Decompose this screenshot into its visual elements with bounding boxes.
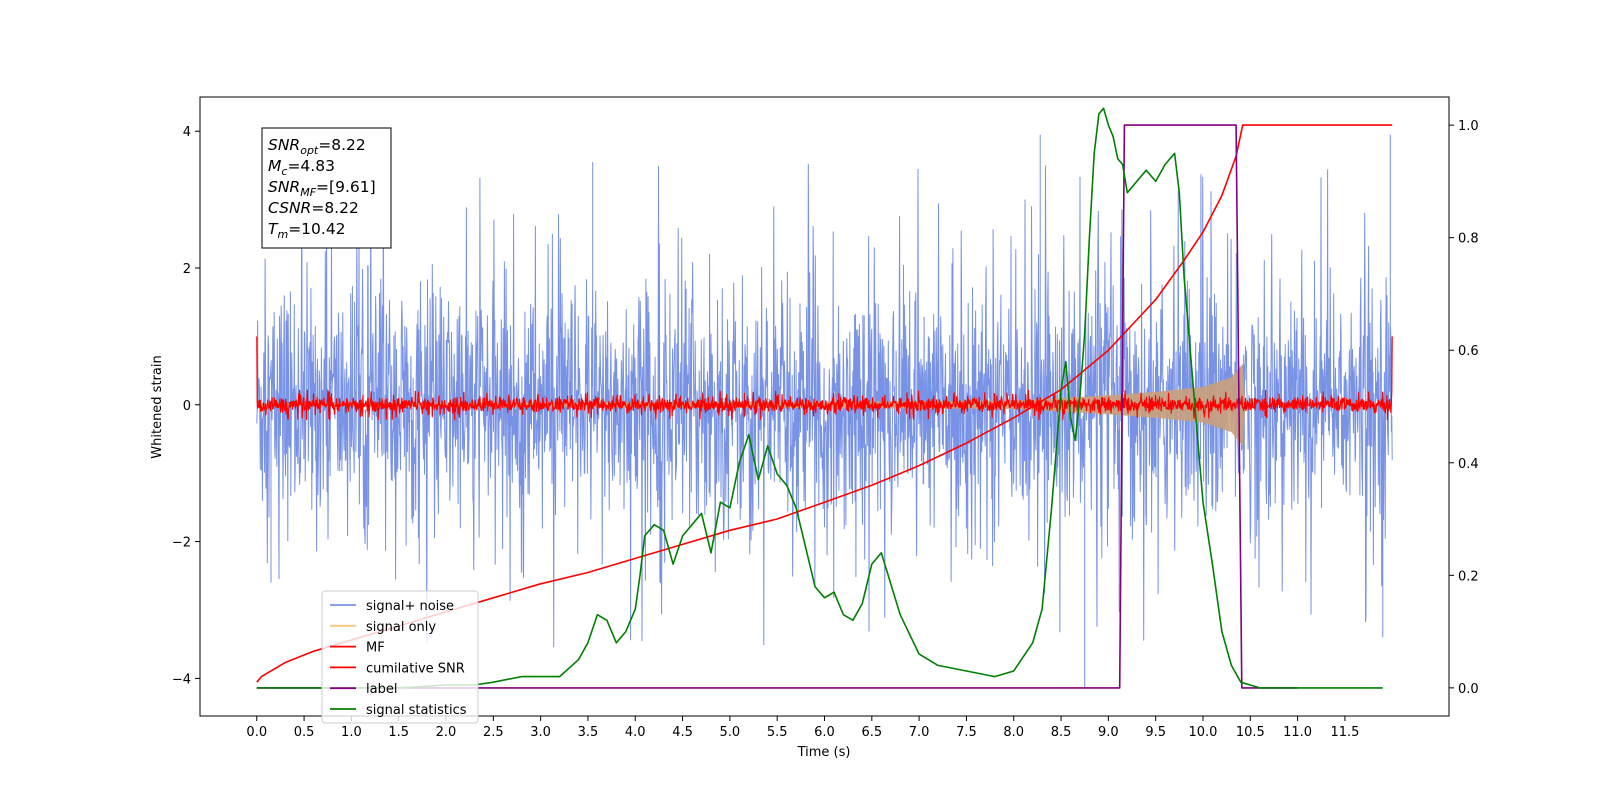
annotation-line: SNRMF=[9.61] (268, 178, 376, 199)
x-tick-label: 8.0 (1003, 725, 1024, 740)
x-tick-label: 4.5 (672, 725, 693, 740)
right-axis-ticks: 0.0 0.2 0.4 0.6 0.8 1.0 (1449, 119, 1479, 697)
x-tick-label: 0.0 (246, 725, 267, 740)
x-tick-label: 10.0 (1189, 725, 1218, 740)
x-tick-label: 10.5 (1236, 725, 1265, 740)
right-y-tick-label: 0.6 (1458, 344, 1479, 359)
legend-label-signal-noise: signal+ noise (366, 599, 454, 614)
left-y-tick-label: 0 (183, 399, 191, 414)
annotation-line: Mc=4.83 (268, 157, 335, 178)
series-signal-only-envelope (256, 363, 1393, 446)
x-tick-label: 2.5 (483, 725, 504, 740)
series-signal-noise-trace (256, 134, 1393, 689)
right-y-tick-label: 0.2 (1458, 569, 1479, 584)
x-tick-label: 0.5 (294, 725, 315, 740)
x-axis-title: Time (s) (797, 745, 851, 760)
series-signal-only (256, 363, 1393, 446)
series-label-line (256, 124, 1298, 689)
x-tick-label: 9.5 (1145, 725, 1166, 740)
series-mf (256, 336, 1393, 421)
annotation-line: SNRopt=8.22 (268, 136, 366, 157)
x-tick-label: 5.5 (767, 725, 788, 740)
left-axis-title: Whitened strain (150, 355, 165, 458)
x-tick-label: 11.0 (1283, 725, 1312, 740)
x-tick-label: 11.5 (1330, 725, 1359, 740)
series-signal-statistics (256, 107, 1383, 689)
annotation-frame (261, 127, 392, 249)
legend-frame (321, 590, 479, 724)
legend-label-label: label (366, 682, 397, 697)
annotation-line: Tm=10.42 (268, 220, 346, 241)
right-y-tick-label: 0.8 (1458, 232, 1479, 247)
legend-label-cumilative-snr: cumilative SNR (366, 661, 465, 676)
x-tick-label: 7.5 (956, 725, 977, 740)
right-y-tick-label: 0.0 (1458, 682, 1479, 697)
legend-items: signal+ noise signal only MF cumilative SNR… (330, 599, 467, 718)
left-y-tick-label: 4 (183, 125, 191, 140)
series-label (256, 124, 1298, 689)
series-mf-trace (256, 336, 1393, 421)
left-axis-ticks: −4 −2 0 2 4 (172, 125, 200, 687)
annotation-line: CSNR=8.22 (268, 199, 359, 217)
legend-label-signal-only: signal only (366, 620, 436, 635)
x-tick-label: 9.0 (1098, 725, 1119, 740)
legend: signal+ noise signal only MF cumilative SNR… (321, 590, 479, 724)
x-tick-label: 8.5 (1051, 725, 1072, 740)
x-tick-label: 1.0 (341, 725, 362, 740)
right-y-tick-label: 0.4 (1458, 457, 1479, 472)
left-y-tick-label: −4 (172, 672, 191, 687)
x-tick-label: 3.0 (530, 725, 551, 740)
left-y-tick-label: 2 (183, 262, 191, 277)
legend-label-signal-statistics: signal statistics (366, 703, 467, 718)
series-layer (256, 107, 1393, 689)
x-tick-label: 5.0 (720, 725, 741, 740)
series-signal-noise (256, 134, 1393, 689)
x-tick-label: 2.0 (436, 725, 457, 740)
x-tick-label: 6.5 (861, 725, 882, 740)
x-tick-label: 3.5 (578, 725, 599, 740)
x-tick-label: 7.0 (909, 725, 930, 740)
legend-label-mf: MF (366, 641, 385, 656)
x-tick-label: 6.0 (814, 725, 835, 740)
right-y-tick-label: 1.0 (1458, 119, 1479, 134)
series-signal-statistics-line (256, 107, 1383, 689)
x-tick-label: 1.5 (388, 725, 409, 740)
x-tick-label: 4.0 (625, 725, 646, 740)
x-axis-ticks: 0.0 0.5 1.0 1.5 2.0 2.5 3.0 3.5 4.0 4.5 5.0 5.5 6.0 6… (246, 716, 1359, 740)
left-y-tick-label: −2 (172, 536, 191, 551)
